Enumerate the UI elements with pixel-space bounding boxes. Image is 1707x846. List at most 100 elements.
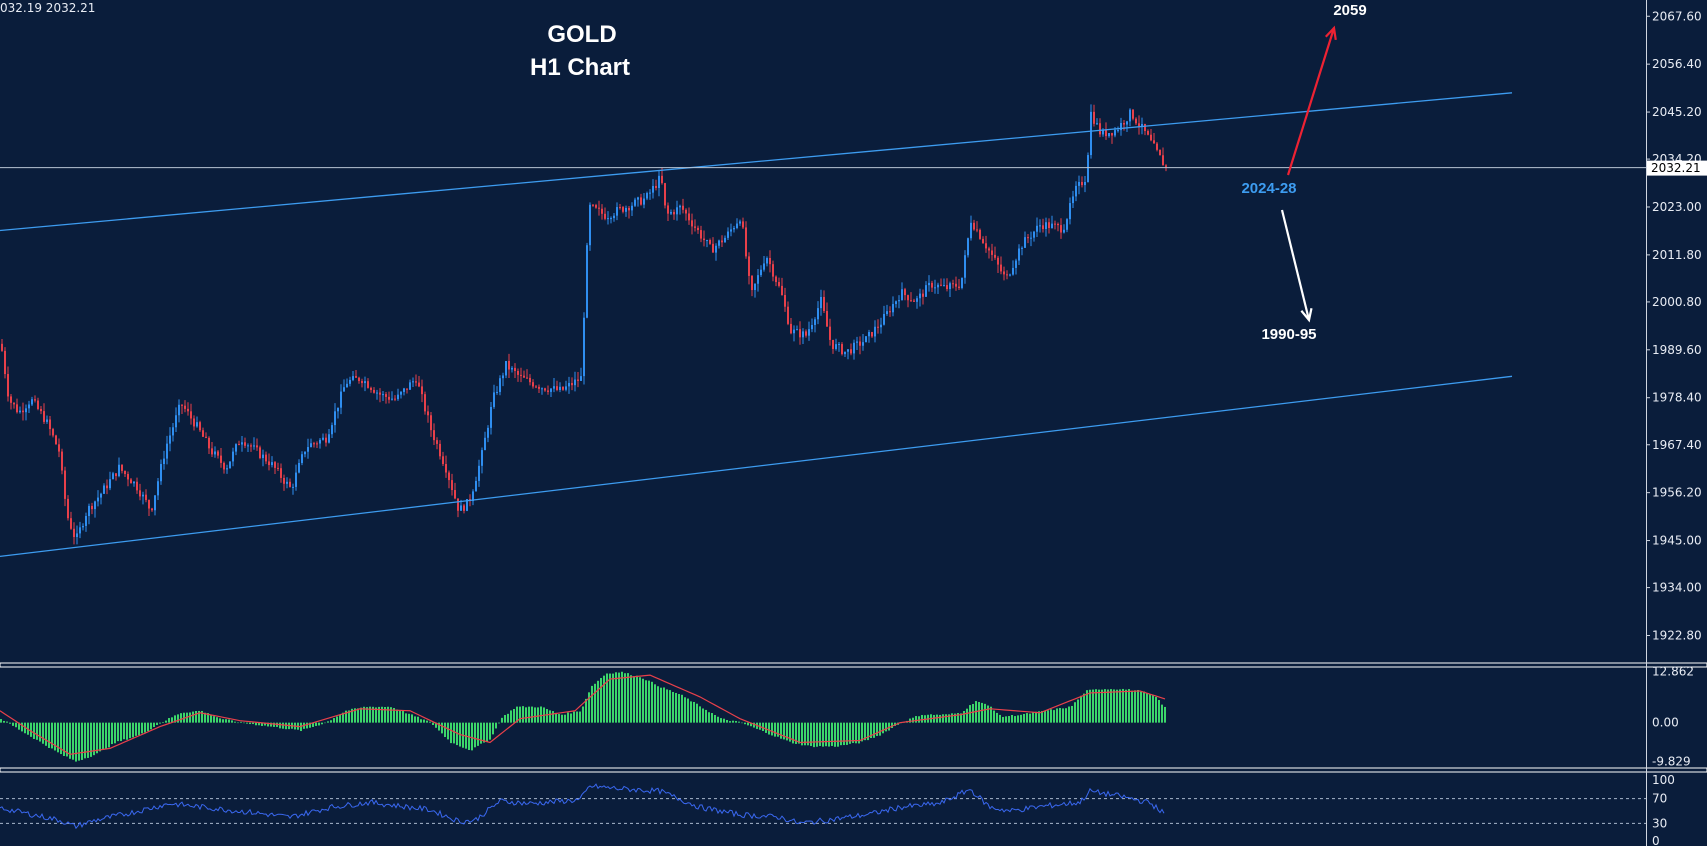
candle bbox=[187, 402, 189, 416]
candle bbox=[649, 189, 651, 200]
candle bbox=[1009, 273, 1011, 277]
candle bbox=[748, 252, 750, 285]
candle bbox=[862, 334, 864, 351]
candle bbox=[742, 217, 744, 229]
macd-pane[interactable] bbox=[0, 671, 1166, 762]
macd-bar bbox=[561, 714, 563, 723]
candle bbox=[289, 478, 291, 488]
candle bbox=[580, 367, 582, 381]
candle bbox=[991, 243, 993, 261]
candle bbox=[544, 387, 546, 392]
macd-bar bbox=[1125, 689, 1127, 723]
macd-rsi-separator[interactable] bbox=[0, 767, 1707, 773]
ohlc-readout: 032.19 2032.21 bbox=[0, 1, 95, 15]
candle bbox=[841, 342, 843, 356]
macd-bar bbox=[90, 722, 92, 757]
macd-bar bbox=[1161, 704, 1163, 723]
current-price-tag-bg bbox=[1647, 160, 1707, 176]
candle bbox=[985, 235, 987, 253]
rsi-pane[interactable] bbox=[0, 783, 1646, 830]
macd-bar bbox=[324, 722, 326, 724]
macd-bar bbox=[75, 722, 77, 762]
macd-bar bbox=[753, 722, 755, 728]
price-tick-label: 1967.40 bbox=[1652, 438, 1702, 452]
candle bbox=[736, 218, 738, 230]
candle bbox=[319, 437, 321, 449]
macd-bar bbox=[1086, 690, 1088, 723]
price-axis[interactable]: 2067.602056.402045.202034.202023.002011.… bbox=[1646, 9, 1702, 642]
support-zone-label: 2024-28 bbox=[1241, 180, 1296, 197]
candle bbox=[724, 235, 726, 243]
candle bbox=[223, 461, 225, 474]
macd-bar bbox=[1032, 712, 1034, 723]
candle bbox=[454, 482, 456, 500]
macd-bar bbox=[591, 685, 593, 723]
candle bbox=[232, 447, 234, 467]
candle bbox=[1, 339, 3, 352]
macd-bar bbox=[258, 722, 260, 726]
candle bbox=[1024, 231, 1026, 248]
candle bbox=[127, 471, 129, 487]
candle bbox=[70, 511, 72, 530]
macd-bar bbox=[765, 722, 767, 733]
candle bbox=[835, 338, 837, 351]
macd-bar bbox=[855, 722, 857, 744]
macd-bar bbox=[519, 706, 521, 723]
candle bbox=[733, 225, 735, 233]
candle bbox=[268, 453, 270, 471]
candle bbox=[352, 371, 354, 382]
candle bbox=[160, 459, 162, 485]
candle bbox=[511, 366, 513, 373]
macd-bar bbox=[840, 722, 842, 746]
candle bbox=[1015, 258, 1017, 275]
price-macd-separator[interactable] bbox=[0, 662, 1707, 668]
candle bbox=[508, 353, 510, 378]
macd-bar bbox=[336, 716, 338, 723]
macd-bar bbox=[792, 722, 794, 744]
candle bbox=[379, 388, 381, 403]
macd-bar bbox=[513, 708, 515, 723]
macd-bar bbox=[702, 708, 704, 723]
candle bbox=[550, 387, 552, 398]
candle bbox=[925, 281, 927, 297]
macd-bar bbox=[474, 722, 476, 748]
target-up-label: 2059 bbox=[1333, 2, 1366, 19]
macd-bar bbox=[1014, 716, 1016, 723]
candle bbox=[427, 405, 429, 423]
price-tick-label: 2023.00 bbox=[1652, 200, 1702, 214]
candle bbox=[403, 387, 405, 396]
macd-bar bbox=[1071, 705, 1073, 723]
macd-bar bbox=[564, 714, 566, 723]
macd-bar bbox=[330, 720, 332, 723]
macd-bar bbox=[189, 712, 191, 723]
candle bbox=[529, 374, 531, 386]
macd-bar bbox=[579, 711, 581, 723]
macd-bar bbox=[261, 722, 263, 726]
macd-bar bbox=[1068, 706, 1070, 723]
macd-bar bbox=[813, 722, 815, 748]
candle bbox=[373, 387, 375, 394]
candle bbox=[478, 459, 480, 487]
pane-separators[interactable] bbox=[0, 662, 1707, 773]
candle bbox=[940, 278, 942, 287]
candle bbox=[265, 451, 267, 465]
macd-bar bbox=[1152, 694, 1154, 723]
macd-bar bbox=[822, 722, 824, 747]
candle bbox=[133, 481, 135, 487]
candle bbox=[1075, 181, 1077, 202]
price-pane[interactable]: 2059 2024-28 1990-95 GOLD H1 Chart 032.1… bbox=[0, 1, 1646, 558]
candle bbox=[676, 200, 678, 221]
macd-bar bbox=[237, 722, 239, 724]
macd-bar bbox=[1011, 715, 1013, 723]
macd-bar bbox=[708, 712, 710, 723]
macd-bar bbox=[1053, 710, 1055, 723]
price-tick-label: 2067.60 bbox=[1652, 9, 1702, 23]
macd-bar bbox=[168, 718, 170, 723]
candle bbox=[367, 378, 369, 389]
macd-bar bbox=[555, 712, 557, 723]
candle bbox=[301, 451, 303, 466]
macd-bar bbox=[123, 722, 125, 740]
macd-bar bbox=[339, 714, 341, 723]
